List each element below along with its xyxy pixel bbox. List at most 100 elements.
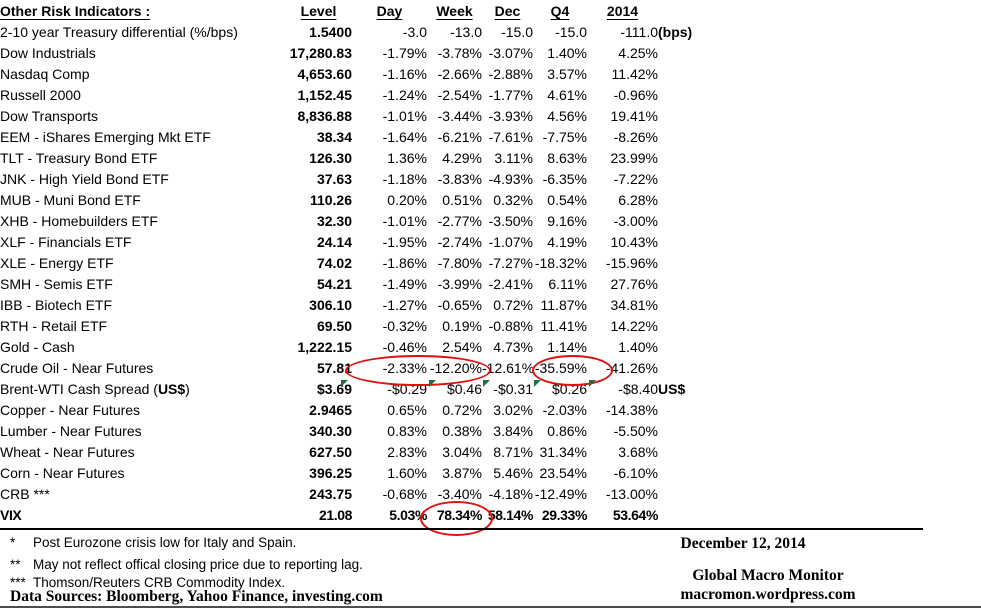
report-date: December 12, 2014 (680, 535, 806, 552)
cell-day: 1.60% (387, 465, 427, 481)
table-row: IBB - Biotech ETF 306.10 -1.27% -0.65% 0.72%… (0, 295, 718, 316)
cell-label: JNK - High Yield Bond ETF (0, 171, 169, 187)
cell-y2014: 11.42% (611, 66, 658, 82)
cell-y2014: 3.68% (618, 444, 658, 460)
cell-day: 0.83% (387, 423, 427, 439)
cell-level: 54.21 (316, 276, 352, 292)
cell-q4: 1.14% (547, 339, 587, 355)
cell-day: -0.68% (382, 486, 427, 502)
cell-q4: 31.34% (539, 444, 587, 460)
cell-dec: 8.71% (493, 444, 533, 460)
red-circle-annotation-crude-q4 (532, 355, 613, 386)
cell-q4: 1.40% (547, 45, 587, 61)
excel-error-triangle-icon (534, 380, 541, 387)
col-header-2014: 2014 (606, 3, 639, 19)
cell-day: 0.20% (387, 192, 427, 208)
label-part: ) (185, 381, 190, 397)
cell-week: 0.51% (442, 192, 482, 208)
footnote-text: Post Eurozone crisis low for Italy and S… (33, 535, 297, 550)
table-row: EEM - iShares Emerging Mkt ETF 38.34 -1.64… (0, 127, 718, 148)
cell-label: Wheat - Near Futures (0, 444, 135, 460)
risk-indicators-table: Other Risk Indicators : Level Day Week D… (0, 1, 718, 526)
cell-day: -1.64% (382, 129, 427, 145)
cell-y2014: -41.26% (605, 360, 658, 376)
cell-dec: 0.72% (493, 297, 533, 313)
cell-note: (bps) (658, 24, 693, 40)
cell-week: 4.29% (442, 150, 482, 166)
cell-level: 1,152.45 (297, 87, 353, 103)
label-part: Brent-WTI Cash Spread ( (0, 381, 158, 397)
cell-note (658, 211, 718, 232)
cell-note: US$ (658, 381, 686, 397)
divider-line (0, 528, 923, 530)
footnote-2: ** May not reflect offical closing price … (10, 557, 363, 572)
cell-dec: -15.0 (501, 24, 533, 40)
cell-y2014: 14.22% (610, 318, 658, 334)
col-header-week: Week (436, 3, 473, 19)
cell-level: 38.34 (316, 129, 352, 145)
cell-dec: -7.61% (488, 129, 533, 145)
cell-week: -13.0 (450, 24, 482, 40)
red-circle-annotation-vix-week (420, 501, 493, 536)
cell-dec: -1.07% (488, 234, 533, 250)
risk-table-body: 2-10 year Treasury differential (%/bps) 1… (0, 22, 718, 526)
table-title: Other Risk Indicators : (0, 3, 151, 19)
table-row: JNK - High Yield Bond ETF 37.63 -1.18% -3.8… (0, 169, 718, 190)
cell-label: SMH - Semis ETF (0, 276, 113, 292)
cell-day: -1.01% (382, 108, 427, 124)
table-row: Dow Transports 8,836.88 -1.01% -3.44% -3.93%… (0, 106, 718, 127)
cell-level: 396.25 (309, 465, 352, 481)
cell-day: -1.86% (382, 255, 427, 271)
cell-level: 1,222.15 (297, 339, 353, 355)
table-row: Lumber - Near Futures 340.30 0.83% 0.38% 3.8… (0, 421, 718, 442)
cell-level: 21.08 (318, 507, 352, 523)
cell-y2014: -111.0 (620, 24, 658, 40)
cell-note (658, 232, 718, 253)
cell-y2014: -13.00% (605, 486, 658, 502)
red-circle-annotation-crude-day-week (345, 355, 491, 386)
cell-q4: 29.33% (541, 507, 587, 523)
cell-level: 126.30 (309, 150, 352, 166)
cell-day: -1.01% (382, 213, 427, 229)
cell-level: 8,836.88 (297, 108, 353, 124)
cell-dec: -3.50% (488, 213, 533, 229)
table-row: CRB *** 243.75 -0.68% -3.40% -4.18% -12.49% -1… (0, 484, 718, 505)
cell-q4: 9.16% (547, 213, 587, 229)
cell-note (658, 463, 718, 484)
cell-note (658, 400, 718, 421)
cell-y2014: 53.64% (612, 507, 658, 523)
cell-note (658, 64, 718, 85)
cell-note (658, 316, 718, 337)
cell-day: -1.16% (382, 66, 427, 82)
table-row: Copper - Near Futures 2.9465 0.65% 0.72% 3.0… (0, 400, 718, 421)
cell-dec: -2.88% (488, 66, 533, 82)
cell-label: CRB *** (0, 486, 50, 502)
cell-note (658, 484, 718, 505)
cell-dec: 4.73% (493, 339, 533, 355)
cell-dec: 3.02% (493, 402, 533, 418)
cell-note (658, 337, 718, 358)
cell-week: -2.66% (437, 66, 482, 82)
cell-day: 2.83% (387, 444, 427, 460)
cell-label: EEM - iShares Emerging Mkt ETF (0, 129, 211, 145)
cell-week: -6.21% (437, 129, 482, 145)
cell-note (658, 295, 718, 316)
cell-level: 340.30 (309, 423, 352, 439)
cell-day: -0.32% (382, 318, 427, 334)
cell-note (658, 358, 718, 379)
cell-dec: 3.84% (493, 423, 533, 439)
cell-week: -2.77% (437, 213, 482, 229)
cell-day: 5.03% (389, 507, 427, 523)
cell-week: 0.19% (442, 318, 482, 334)
site-name: Global Macro Monitor (692, 567, 844, 584)
cell-day: 0.65% (387, 402, 427, 418)
cell-y2014: 6.28% (618, 192, 658, 208)
cell-label: 2-10 year Treasury differential (%/bps) (0, 24, 238, 40)
cell-dec: 58.14% (487, 507, 533, 523)
excel-error-triangle-icon (341, 380, 348, 387)
cell-dec: -4.18% (488, 486, 533, 502)
cell-q4: 6.11% (548, 276, 587, 292)
cell-day: -1.79% (382, 45, 427, 61)
cell-level: 74.02 (316, 255, 352, 271)
col-header-day: Day (376, 3, 403, 19)
